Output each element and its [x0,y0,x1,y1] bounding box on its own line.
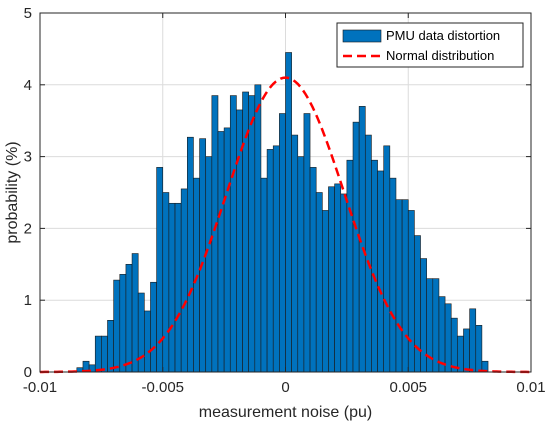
histogram-bar [383,145,391,373]
histogram-bar [266,149,274,373]
histogram-bar [334,183,342,373]
histogram-bar [144,310,151,373]
histogram-bar [254,84,262,373]
histogram-bar [401,199,409,373]
x-tick-label: -0.005 [141,379,184,396]
histogram-bar [322,210,329,373]
histogram-bar [438,296,446,373]
histogram-bar [297,156,305,373]
histogram-bar [101,335,108,373]
histogram-bar [168,202,176,373]
histogram-bar [211,95,219,373]
x-axis-label: measurement noise (pu) [199,404,372,421]
histogram-bar [457,335,464,373]
histogram-bar [303,113,311,373]
histogram-bar [260,177,268,373]
histogram-bar [389,177,397,373]
histogram-bar [174,202,182,373]
x-tick-label: -0.01 [23,379,57,396]
histogram-bar [137,292,145,373]
histogram-bar [407,210,415,373]
histogram-bar [291,134,299,373]
histogram-bar [223,127,231,373]
histogram-bar [94,335,102,373]
histogram-bar [119,274,127,373]
y-tick-label: 1 [24,292,32,309]
y-axis-label: probability (%) [4,141,21,243]
histogram-bar [187,136,194,373]
y-tick-label: 4 [24,77,32,94]
normal-distribution-curve [39,76,532,374]
histogram-bar [315,192,323,373]
histogram-bar [395,199,403,373]
histogram-bar [272,145,280,373]
histogram-bar [463,328,470,373]
histogram-bar [328,186,335,373]
y-axis-ticks: 0 1 2 3 4 5 [24,5,531,381]
histogram-bar [309,167,317,373]
legend: PMU data distortion Normal distribution [336,22,524,68]
histogram-bar [432,278,440,373]
histogram-bar [371,159,378,373]
legend-entry-curve: Normal distribution [386,48,494,63]
histogram-bar [285,52,292,373]
histogram-bar [131,253,139,373]
histogram-bar [125,263,133,373]
legend-swatch-bars [342,29,382,43]
x-tick-label: 0 [281,379,289,396]
histogram-bar [162,192,170,373]
legend-entry-bars: PMU data distortion [386,28,500,43]
histogram-bar [450,317,458,373]
histogram-bar [475,325,483,373]
histogram-bar [444,303,452,373]
x-tick-label: 0.01 [516,379,545,396]
histogram-bar [107,320,114,373]
histogram-bar [346,159,354,373]
y-tick-label: 0 [24,364,32,381]
histogram-bar [469,308,477,373]
histogram-bar [217,131,225,373]
y-tick-label: 3 [24,149,32,166]
histogram-bar [150,281,157,373]
histogram-bar [340,193,348,373]
histogram-bar [205,156,213,373]
histogram-bar [279,113,286,373]
x-axis-ticks: -0.01 -0.005 0 0.005 0.01 [23,13,546,396]
histogram-bar [352,121,360,373]
histogram-bar [180,188,188,373]
histogram-bar [377,170,384,373]
histogram-bar [229,95,237,373]
histogram-bars [76,52,489,373]
histogram-bar [248,95,256,373]
x-tick-label: 0.005 [389,379,427,396]
y-tick-label: 2 [24,220,32,237]
histogram-bar [113,279,121,373]
y-tick-label: 5 [24,5,32,22]
